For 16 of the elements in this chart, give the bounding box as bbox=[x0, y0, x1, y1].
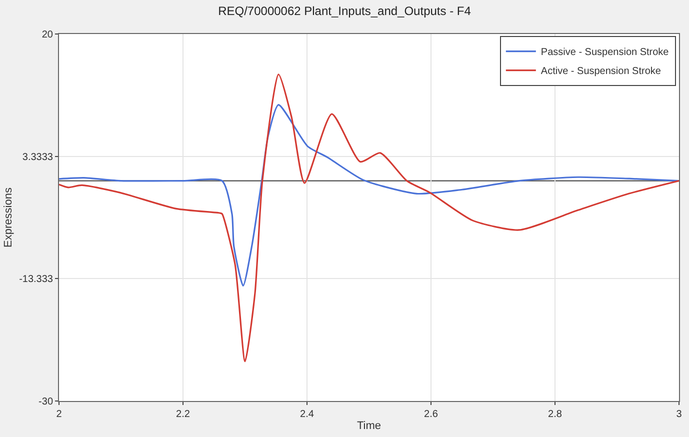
x-tick-label: 2.8 bbox=[548, 409, 562, 420]
y-axis-title: Expressions bbox=[2, 187, 15, 248]
x-tick-label: 3 bbox=[676, 409, 682, 420]
y-tick-label: 3.3333 bbox=[22, 152, 54, 163]
x-tick-label: 2.4 bbox=[300, 409, 314, 420]
y-tick-label: -30 bbox=[38, 396, 54, 408]
legend-label: Active - Suspension Stroke bbox=[540, 66, 662, 78]
x-tick-label: 2 bbox=[56, 409, 62, 420]
chart-title: REQ/70000062 Plant_Inputs_and_Outputs - F4 bbox=[218, 4, 472, 18]
x-axis-title: Time bbox=[356, 420, 382, 432]
y-tick-label: 20 bbox=[42, 30, 54, 40]
legend-label: Passive - Suspension Stroke bbox=[540, 47, 670, 58]
x-tick-label: 2.6 bbox=[424, 409, 438, 420]
x-tick-label: 2.2 bbox=[176, 409, 190, 420]
line-series bbox=[59, 104, 679, 287]
y-tick-label: -13.333 bbox=[19, 274, 54, 286]
